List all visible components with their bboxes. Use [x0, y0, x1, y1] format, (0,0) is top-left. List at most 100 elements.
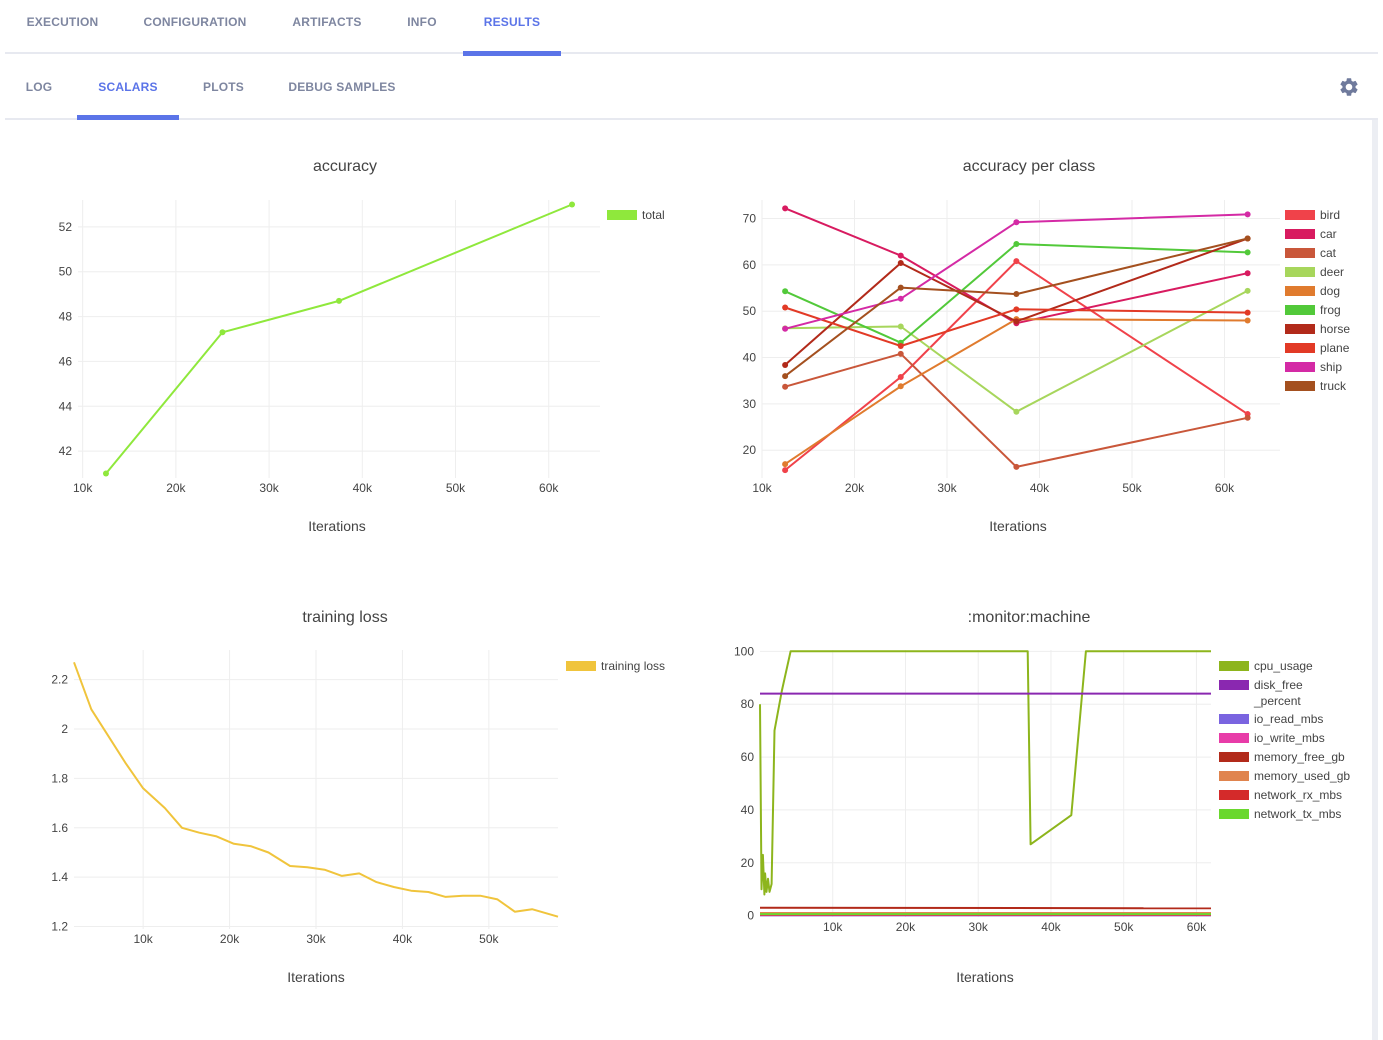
data-point[interactable]	[219, 329, 226, 336]
data-point[interactable]	[1013, 306, 1020, 313]
legend-label: truck	[1320, 379, 1347, 393]
data-point[interactable]	[897, 383, 904, 390]
data-point[interactable]	[897, 342, 904, 349]
legend-swatch	[1285, 248, 1315, 258]
data-point[interactable]	[1244, 270, 1251, 277]
y-tick-label: 40	[743, 351, 757, 365]
series-line-4[interactable]	[784, 318, 1248, 465]
tab-results[interactable]: RESULTS	[463, 0, 561, 56]
legend-item[interactable]: plane	[1285, 341, 1350, 355]
data-point[interactable]	[897, 284, 904, 291]
legend-item[interactable]: memory_free_gb	[1219, 750, 1345, 764]
data-point[interactable]	[1013, 258, 1020, 265]
series-line-4[interactable]	[759, 906, 1212, 910]
data-point[interactable]	[782, 205, 789, 212]
data-point[interactable]	[1244, 317, 1251, 324]
data-point[interactable]	[1013, 241, 1020, 248]
data-point[interactable]	[1013, 318, 1020, 325]
legend-item[interactable]: horse	[1285, 322, 1350, 336]
legend-item[interactable]: network_rx_mbs	[1219, 788, 1342, 802]
series-line-9[interactable]	[784, 237, 1248, 377]
series-line-0[interactable]	[784, 260, 1249, 471]
data-point[interactable]	[1244, 211, 1251, 218]
legend-item[interactable]: disk_free _percent	[1219, 678, 1303, 708]
series-line-8[interactable]	[784, 213, 1248, 330]
tab-execution[interactable]: EXECUTION	[26, 15, 99, 29]
tab-configuration[interactable]: CONFIGURATION	[143, 15, 247, 29]
series-line-2[interactable]	[784, 352, 1248, 468]
data-point[interactable]	[782, 361, 789, 368]
data-point[interactable]	[1244, 249, 1251, 256]
legend-item[interactable]: total	[607, 208, 665, 222]
tab-info[interactable]: INFO	[407, 15, 437, 29]
series-line-0[interactable]	[759, 650, 1211, 896]
legend-item[interactable]: ship	[1285, 360, 1342, 374]
legend-item[interactable]: training loss	[566, 659, 665, 673]
legend-swatch	[1285, 286, 1315, 296]
data-point[interactable]	[569, 201, 576, 208]
legend-label: horse	[1320, 322, 1350, 336]
x-tick-label: 40k	[1030, 481, 1050, 495]
legend-item[interactable]: cpu_usage	[1219, 659, 1313, 673]
data-point[interactable]	[782, 467, 789, 474]
legend-label: memory_free_gb	[1254, 750, 1345, 764]
data-point[interactable]	[782, 304, 789, 311]
legend-item[interactable]: truck	[1285, 379, 1347, 393]
legend-item[interactable]: memory_used_gb	[1219, 769, 1350, 783]
data-point[interactable]	[1013, 291, 1020, 298]
tab-artifacts[interactable]: ARTIFACTS	[292, 15, 362, 29]
series-line-7[interactable]	[784, 306, 1248, 347]
y-tick-label: 46	[59, 354, 73, 368]
legend-label: training loss	[601, 659, 665, 673]
legend-item[interactable]: cat	[1285, 246, 1337, 260]
legend-swatch	[1219, 714, 1249, 724]
data-point[interactable]	[1244, 309, 1251, 316]
legend-item[interactable]: dog	[1285, 284, 1340, 298]
data-point[interactable]	[782, 373, 789, 380]
legend-swatch	[1285, 305, 1315, 315]
legend-swatch	[1285, 362, 1315, 372]
data-point[interactable]	[897, 295, 904, 302]
data-point[interactable]	[897, 350, 904, 357]
series-line-0[interactable]	[73, 661, 559, 918]
y-tick-label: 44	[59, 399, 73, 413]
data-point[interactable]	[782, 383, 789, 390]
series-line-5[interactable]	[784, 243, 1248, 344]
y-tick-label: 48	[59, 310, 73, 324]
tab-debug-samples[interactable]: DEBUG SAMPLES	[288, 80, 396, 94]
tab-log[interactable]: LOG	[25, 80, 53, 94]
legend-label: memory_used_gb	[1254, 769, 1350, 783]
legend-item[interactable]: deer	[1285, 265, 1344, 279]
y-tick-label: 30	[743, 397, 757, 411]
series-line-0[interactable]	[105, 203, 573, 475]
data-point[interactable]	[336, 297, 342, 304]
scrollbar[interactable]	[1372, 120, 1378, 1040]
legend-item[interactable]: bird	[1285, 208, 1340, 222]
series-line-1[interactable]	[784, 207, 1248, 325]
data-point[interactable]	[1244, 287, 1251, 294]
gear-icon[interactable]	[1338, 76, 1360, 98]
data-point[interactable]	[782, 461, 789, 468]
data-point[interactable]	[897, 260, 904, 267]
legend-item[interactable]: car	[1285, 227, 1337, 241]
legend-item[interactable]: io_read_mbs	[1219, 712, 1323, 726]
tab-plots[interactable]: PLOTS	[202, 80, 244, 94]
data-point[interactable]	[897, 323, 904, 330]
data-point[interactable]	[897, 252, 904, 259]
legend-item[interactable]: network_tx_mbs	[1219, 807, 1341, 821]
data-point[interactable]	[1013, 219, 1020, 226]
legend-item[interactable]: io_write_mbs	[1219, 731, 1325, 745]
legend-item[interactable]: frog	[1285, 303, 1341, 317]
data-point[interactable]	[782, 325, 789, 332]
data-point[interactable]	[782, 288, 789, 295]
data-point[interactable]	[1244, 414, 1251, 421]
data-point[interactable]	[1244, 235, 1251, 242]
y-tick-label: 40	[741, 803, 755, 817]
data-point[interactable]	[1013, 463, 1020, 470]
data-point[interactable]	[102, 470, 109, 477]
tab-scalars[interactable]: SCALARS	[77, 54, 179, 120]
x-tick-label: 30k	[259, 481, 279, 495]
legend-swatch	[1285, 267, 1315, 277]
data-point[interactable]	[897, 373, 904, 380]
data-point[interactable]	[1013, 408, 1020, 415]
